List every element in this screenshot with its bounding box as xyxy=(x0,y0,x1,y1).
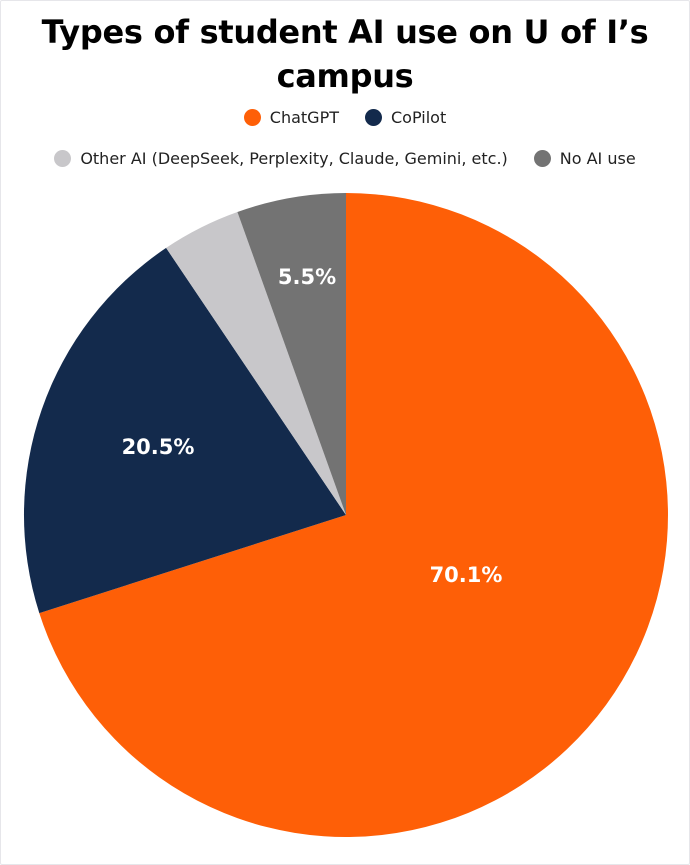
legend-label: CoPilot xyxy=(391,108,447,127)
legend-dot-icon xyxy=(243,109,261,126)
slice-other-ai[interactable] xyxy=(166,212,346,515)
chart-title-line-2: campus xyxy=(276,57,414,95)
slice-copilot[interactable] xyxy=(23,247,347,614)
legend-item-no-ai[interactable]: No AI use xyxy=(533,149,636,168)
chart-title-line-1: Types of student AI use on U of I’s xyxy=(41,13,649,51)
legend-dot-icon xyxy=(54,150,72,167)
slice-no-ai[interactable] xyxy=(237,193,346,515)
legend-item-other-ai[interactable]: Other AI (DeepSeek, Perplexity, Claude, … xyxy=(54,149,508,168)
legend-label: No AI use xyxy=(559,149,636,168)
slice-label-copilot: 20.5% xyxy=(122,435,195,459)
legend-dot-icon xyxy=(365,109,382,126)
slice-label-chatgpt: 70.1% xyxy=(430,563,503,587)
chart-title: Types of student AI use on U of I’s camp… xyxy=(0,10,690,98)
legend-dot-icon xyxy=(533,150,551,167)
legend-label: Other AI (DeepSeek, Perplexity, Claude, … xyxy=(80,149,508,168)
legend-label: ChatGPT xyxy=(269,108,339,127)
legend-item-copilot[interactable]: CoPilot xyxy=(365,108,446,127)
slice-label-no-ai: 5.5% xyxy=(278,265,336,289)
legend-row-2: Other AI (DeepSeek, Perplexity, Claude, … xyxy=(0,149,690,168)
legend-row-1: ChatGPT CoPilot xyxy=(0,108,690,127)
legend-item-chatgpt[interactable]: ChatGPT xyxy=(243,108,339,127)
slice-chatgpt[interactable] xyxy=(39,193,668,837)
